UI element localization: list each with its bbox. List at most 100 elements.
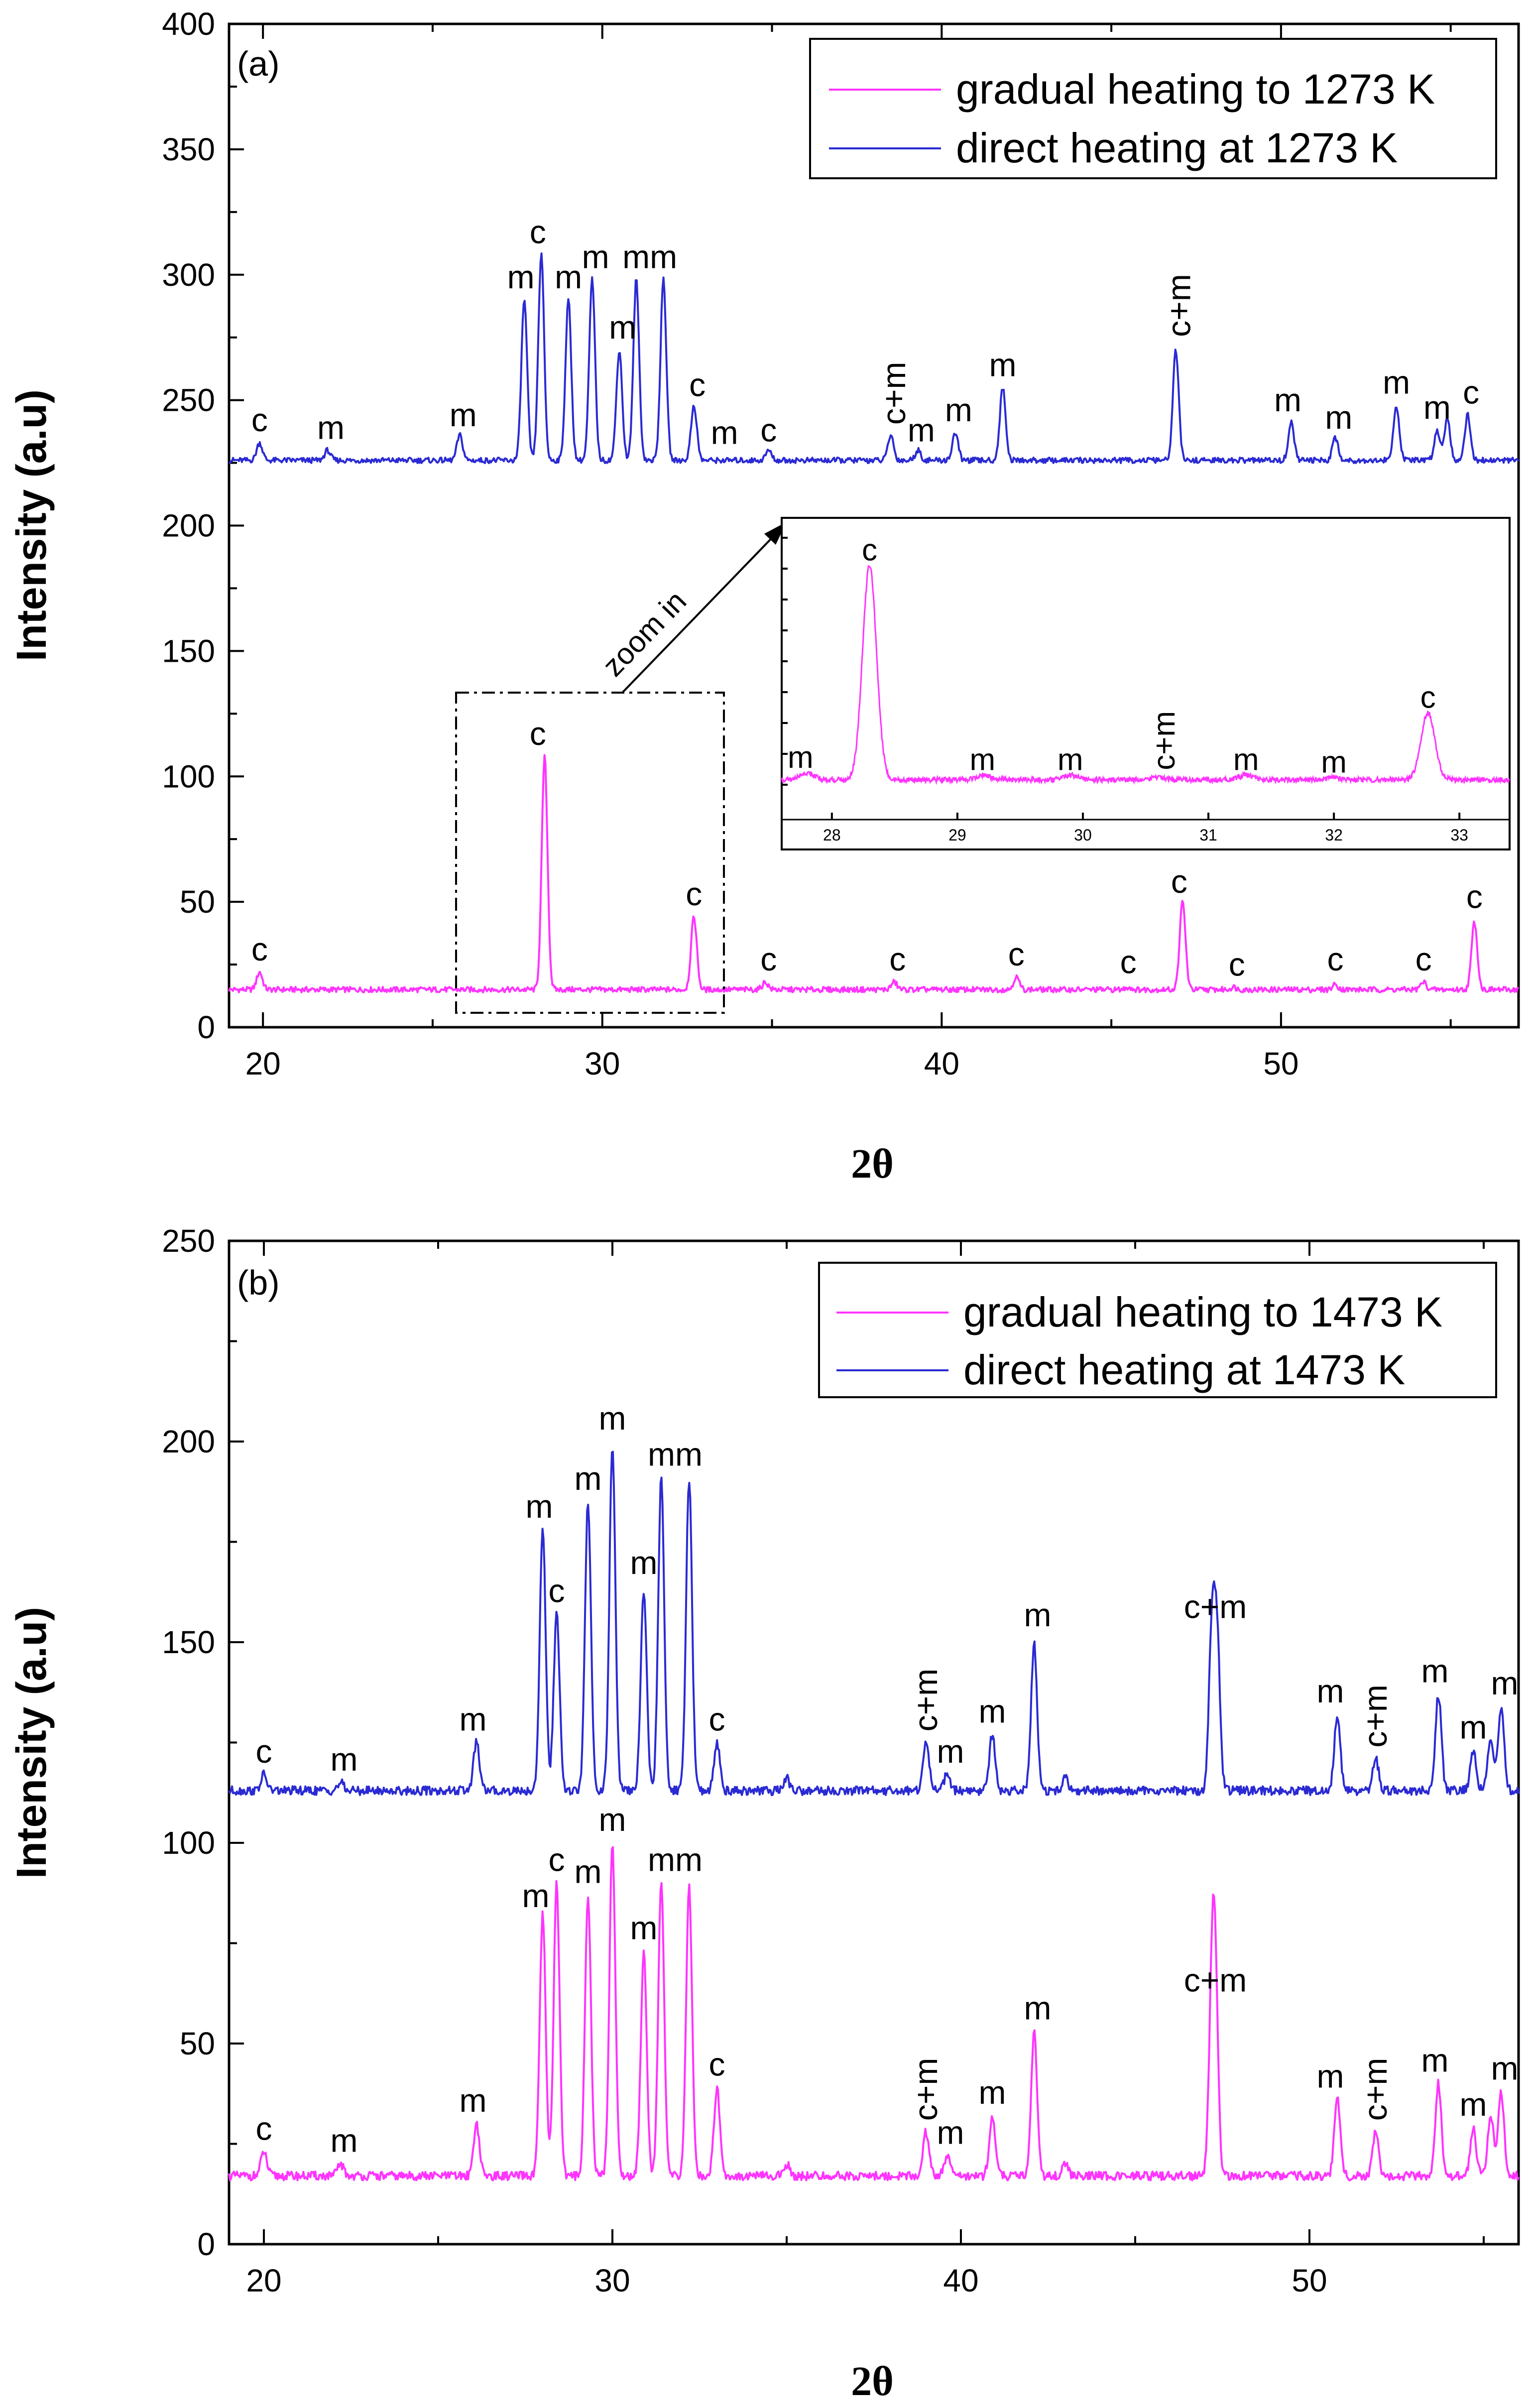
peak-label: m bbox=[1421, 1653, 1449, 1689]
zoom-inset: 28 29 30 31 32 33 m c m m m m c c+m bbox=[781, 517, 1511, 850]
y-tick-label: 200 bbox=[162, 508, 215, 544]
peak-label: m bbox=[937, 1733, 964, 1770]
peak-label: m bbox=[1325, 399, 1352, 436]
peak-label: c bbox=[251, 401, 268, 438]
peak-label: m bbox=[555, 258, 582, 295]
panel-a-label: (a) bbox=[237, 44, 280, 83]
peak-label: m bbox=[460, 2082, 487, 2119]
inset-frame bbox=[781, 517, 1511, 850]
inset-ticks: 28 29 30 31 32 33 bbox=[782, 537, 1510, 844]
y-tick-label: 50 bbox=[180, 884, 215, 920]
peak-label: mm bbox=[648, 1841, 703, 1878]
inset-x-tick-label: 32 bbox=[1325, 826, 1343, 844]
peak-label: m bbox=[908, 411, 935, 448]
peak-label: c bbox=[530, 715, 546, 752]
zoom-region-box bbox=[455, 692, 725, 1014]
y-tick-label: 250 bbox=[162, 1223, 215, 1259]
peak-label: c bbox=[1008, 936, 1025, 972]
peak-label: c bbox=[549, 1572, 565, 1609]
peak-label: c bbox=[689, 366, 706, 403]
panel-a-legend: gradual heating to 1273 K direct heating… bbox=[809, 38, 1497, 179]
peak-label: c bbox=[256, 1733, 272, 1770]
peak-label: c bbox=[1229, 946, 1245, 982]
peak-label: c bbox=[686, 875, 702, 912]
peak-label: m bbox=[599, 1400, 626, 1437]
peak-label: m bbox=[979, 1692, 1006, 1729]
inset-peak-label: c bbox=[862, 533, 877, 567]
y-tick-label: 100 bbox=[162, 758, 215, 794]
peak-label: m bbox=[609, 309, 636, 346]
peak-label: m bbox=[450, 396, 477, 433]
peak-label: m bbox=[1423, 389, 1451, 426]
inset-x-tick-label: 29 bbox=[948, 826, 966, 844]
peak-label: c bbox=[760, 941, 777, 977]
inset-peak-label: m bbox=[1233, 743, 1259, 777]
peak-label: m bbox=[989, 346, 1017, 383]
panel-b-label: (b) bbox=[237, 1263, 280, 1302]
inset-peak-label: m bbox=[1321, 745, 1347, 779]
panel-a-y-axis-title: Intensity (a.u) bbox=[8, 389, 55, 661]
x-tick-label: 50 bbox=[1292, 2263, 1327, 2298]
inset-x-tick-label: 31 bbox=[1199, 826, 1217, 844]
inset-peak-label: c bbox=[1420, 681, 1436, 715]
peak-label: c bbox=[1327, 941, 1343, 977]
legend-label-gradual-1473: gradual heating to 1473 K bbox=[963, 1289, 1442, 1335]
panel-b-y-axis-title: Intensity (a.u) bbox=[8, 1607, 55, 1879]
series-line-direct-heating-at-1273-k bbox=[229, 252, 1520, 465]
peak-label: m bbox=[1491, 2050, 1519, 2087]
inset-series bbox=[781, 565, 1510, 785]
peak-label: m bbox=[599, 1801, 626, 1838]
peak-label: c bbox=[256, 2110, 272, 2147]
y-tick-label: 50 bbox=[180, 2026, 215, 2061]
peak-label: c bbox=[1171, 863, 1187, 900]
x-tick-label: 20 bbox=[246, 2263, 281, 2298]
peak-label: m bbox=[1317, 2058, 1344, 2095]
peak-label: c+m bbox=[1184, 1961, 1247, 1998]
panel-b-legend: gradual heating to 1473 K direct heating… bbox=[818, 1262, 1497, 1398]
y-tick-label: 400 bbox=[162, 6, 215, 42]
peak-label: mm bbox=[622, 239, 677, 275]
legend-label-direct-1473: direct heating at 1473 K bbox=[963, 1346, 1405, 1393]
peak-label: c bbox=[709, 1700, 725, 1737]
y-tick-label: 250 bbox=[162, 382, 215, 418]
peak-label: c bbox=[1415, 941, 1432, 977]
panel-b-x-axis-title: 2θ bbox=[851, 2358, 894, 2405]
peak-label: c bbox=[251, 931, 268, 967]
legend-label-direct-1273: direct heating at 1273 K bbox=[956, 124, 1398, 171]
inset-x-tick-label: 28 bbox=[823, 826, 841, 844]
panel-b-series bbox=[228, 1450, 1520, 2181]
peak-label: m bbox=[1317, 1673, 1344, 1709]
peak-label: m bbox=[711, 414, 738, 451]
y-tick-label: 0 bbox=[197, 1009, 215, 1045]
peak-label-vertical: c+m bbox=[875, 362, 912, 425]
peak-label: m bbox=[1460, 2086, 1487, 2123]
peak-label: m bbox=[979, 2074, 1006, 2111]
inset-x-tick-label: 30 bbox=[1074, 826, 1092, 844]
zoom-arrow bbox=[621, 528, 782, 694]
peak-label: c bbox=[549, 1841, 565, 1878]
peak-label-vertical: c+m bbox=[907, 2058, 944, 2121]
y-tick-label: 150 bbox=[162, 633, 215, 669]
peak-label: m bbox=[1421, 2042, 1449, 2078]
peak-label: m bbox=[1491, 1665, 1519, 1701]
peak-label: m bbox=[331, 1741, 358, 1778]
panel-a-x-axis-title: 2θ bbox=[851, 1141, 894, 1187]
peak-label: m bbox=[522, 1877, 550, 1914]
peak-label: c bbox=[1466, 878, 1483, 915]
inset-series-line bbox=[781, 565, 1510, 785]
x-tick-label: 20 bbox=[245, 1046, 281, 1082]
peak-label: c+m bbox=[1184, 1588, 1247, 1625]
x-tick-label: 50 bbox=[1263, 1046, 1298, 1082]
peak-label: c bbox=[530, 213, 546, 250]
inset-peak-label-vertical: c+m bbox=[1147, 711, 1181, 770]
peak-label-vertical: c+m bbox=[1160, 274, 1197, 337]
peak-label: m bbox=[1024, 1596, 1052, 1633]
x-tick-label: 40 bbox=[943, 2263, 978, 2298]
peak-label: m bbox=[945, 391, 972, 428]
y-tick-label: 350 bbox=[162, 131, 215, 167]
peak-label: m bbox=[460, 1700, 487, 1737]
